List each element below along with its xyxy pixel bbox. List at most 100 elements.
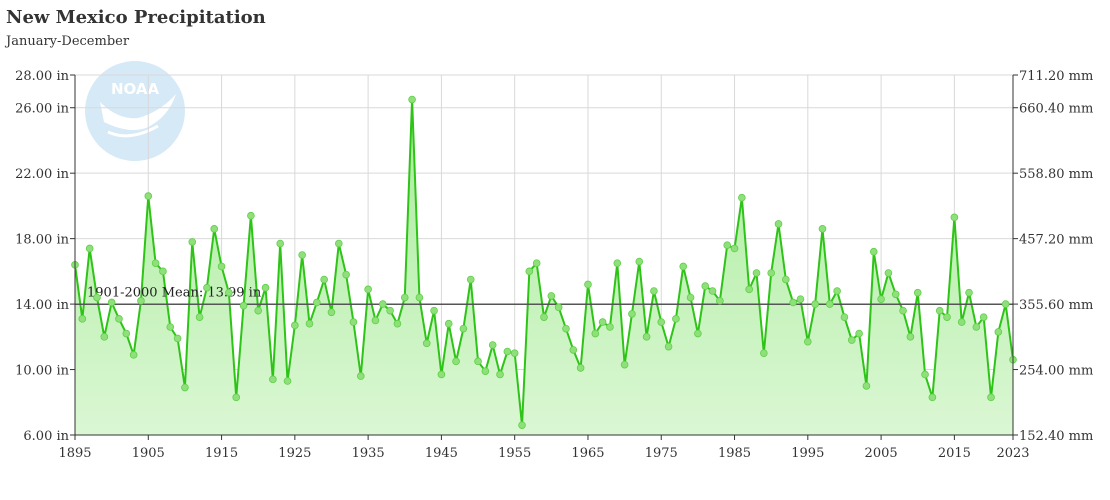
data-point-1962[interactable] xyxy=(562,324,570,333)
data-point-1926[interactable] xyxy=(298,251,306,259)
data-point-1972[interactable] xyxy=(635,257,644,266)
data-point-2019[interactable] xyxy=(979,313,988,321)
data-point-1911[interactable] xyxy=(188,238,197,246)
data-point-1996[interactable] xyxy=(811,300,819,308)
data-point-1991[interactable] xyxy=(774,220,783,228)
data-point-1987[interactable] xyxy=(745,285,753,294)
data-point-2011[interactable] xyxy=(921,370,929,379)
data-point-1906[interactable] xyxy=(151,259,160,267)
data-point-1915[interactable] xyxy=(217,262,226,271)
data-point-1899[interactable] xyxy=(100,333,109,341)
data-point-1978[interactable] xyxy=(679,262,688,271)
data-point-1901[interactable] xyxy=(115,315,123,323)
data-point-1945[interactable] xyxy=(437,370,446,379)
data-point-1980[interactable] xyxy=(694,329,702,338)
data-point-1983[interactable] xyxy=(716,297,724,305)
data-point-1956[interactable] xyxy=(518,421,526,429)
data-point-1953[interactable] xyxy=(496,370,504,379)
data-point-1968[interactable] xyxy=(606,323,614,331)
data-point-2001[interactable] xyxy=(847,336,856,344)
data-point-2012[interactable] xyxy=(928,393,937,402)
data-point-1897[interactable] xyxy=(85,244,94,253)
data-point-1914[interactable] xyxy=(210,225,219,233)
data-point-1958[interactable] xyxy=(532,259,541,267)
data-point-2010[interactable] xyxy=(913,288,922,297)
data-point-1964[interactable] xyxy=(576,364,585,372)
data-point-1919[interactable] xyxy=(247,211,255,220)
data-point-1927[interactable] xyxy=(305,319,314,328)
data-point-1955[interactable] xyxy=(510,349,519,357)
data-point-1994[interactable] xyxy=(796,295,805,303)
data-point-1954[interactable] xyxy=(503,347,512,356)
data-point-1938[interactable] xyxy=(386,306,394,315)
data-point-1961[interactable] xyxy=(554,303,563,312)
data-point-1943[interactable] xyxy=(422,339,431,348)
data-point-1900[interactable] xyxy=(107,298,116,307)
data-point-1979[interactable] xyxy=(686,293,695,302)
data-point-1902[interactable] xyxy=(122,329,131,338)
data-point-2015[interactable] xyxy=(950,213,959,222)
data-point-1908[interactable] xyxy=(166,323,175,331)
data-point-1992[interactable] xyxy=(782,275,790,284)
data-point-1966[interactable] xyxy=(591,329,600,338)
data-point-1993[interactable] xyxy=(789,298,797,307)
data-point-2000[interactable] xyxy=(840,313,849,321)
data-point-2017[interactable] xyxy=(965,288,973,297)
data-point-1909[interactable] xyxy=(173,334,182,343)
data-point-2014[interactable] xyxy=(943,313,951,321)
data-point-1971[interactable] xyxy=(628,310,636,318)
data-point-1924[interactable] xyxy=(283,377,292,385)
data-point-1918[interactable] xyxy=(239,301,248,310)
data-point-1975[interactable] xyxy=(657,318,666,326)
data-point-2009[interactable] xyxy=(906,333,915,341)
data-point-1920[interactable] xyxy=(254,306,263,315)
data-point-1934[interactable] xyxy=(356,372,365,380)
data-point-1965[interactable] xyxy=(584,280,592,289)
data-point-1903[interactable] xyxy=(129,351,138,359)
data-point-1960[interactable] xyxy=(547,292,556,300)
data-point-2021[interactable] xyxy=(994,328,1003,336)
data-point-1910[interactable] xyxy=(181,383,189,392)
data-point-1916[interactable] xyxy=(225,288,233,297)
data-point-1985[interactable] xyxy=(730,244,739,253)
data-point-1995[interactable] xyxy=(804,337,812,346)
data-point-1935[interactable] xyxy=(364,285,372,294)
data-point-1942[interactable] xyxy=(415,293,424,302)
data-point-1904[interactable] xyxy=(137,297,145,305)
data-point-1998[interactable] xyxy=(825,300,834,308)
data-point-1940[interactable] xyxy=(400,293,409,302)
data-point-2016[interactable] xyxy=(957,318,966,326)
data-point-1905[interactable] xyxy=(144,192,153,200)
data-point-1963[interactable] xyxy=(569,346,578,354)
data-point-1967[interactable] xyxy=(598,318,607,326)
data-point-1997[interactable] xyxy=(818,225,827,233)
data-point-1930[interactable] xyxy=(327,308,336,317)
data-point-1951[interactable] xyxy=(481,367,490,375)
data-point-2007[interactable] xyxy=(891,290,900,299)
data-point-1959[interactable] xyxy=(540,313,548,321)
data-point-2004[interactable] xyxy=(869,247,878,256)
data-point-1936[interactable] xyxy=(371,316,380,325)
data-point-1982[interactable] xyxy=(708,287,717,295)
data-point-1948[interactable] xyxy=(459,324,468,333)
data-point-1950[interactable] xyxy=(474,357,482,366)
data-point-1974[interactable] xyxy=(650,287,658,295)
data-point-1977[interactable] xyxy=(672,315,680,323)
data-point-2005[interactable] xyxy=(877,295,885,303)
data-point-1896[interactable] xyxy=(78,315,87,323)
data-point-1898[interactable] xyxy=(93,293,101,302)
data-point-2013[interactable] xyxy=(935,306,944,315)
data-point-1925[interactable] xyxy=(291,321,299,330)
data-point-1941[interactable] xyxy=(408,95,416,104)
data-point-1944[interactable] xyxy=(430,306,438,315)
data-point-2003[interactable] xyxy=(862,382,871,390)
data-point-2020[interactable] xyxy=(987,393,995,402)
data-point-1932[interactable] xyxy=(342,270,350,279)
data-point-1973[interactable] xyxy=(642,333,651,341)
data-point-1970[interactable] xyxy=(620,360,629,369)
data-point-1917[interactable] xyxy=(232,393,241,402)
data-point-1957[interactable] xyxy=(525,267,534,276)
data-point-1952[interactable] xyxy=(488,341,497,349)
data-point-1946[interactable] xyxy=(444,319,453,328)
data-point-1923[interactable] xyxy=(276,239,284,248)
